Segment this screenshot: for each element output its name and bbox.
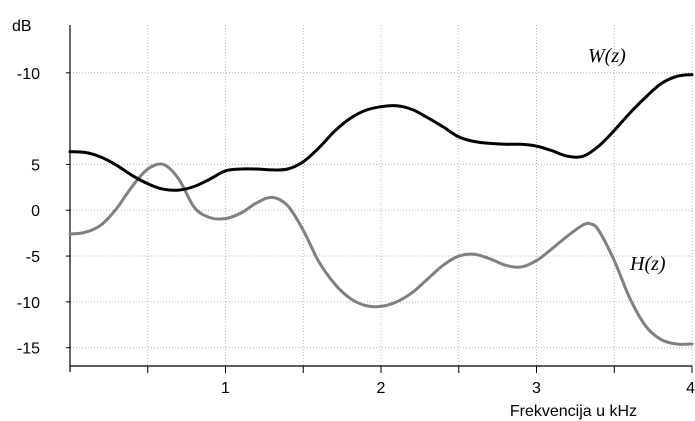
x-axis-label: Frekvencija u kHz	[510, 403, 637, 420]
axes	[66, 25, 693, 373]
x-tick-label: 3	[532, 380, 541, 397]
series-line-h	[68, 162, 694, 346]
x-tick-label: 4	[686, 380, 695, 397]
y-tick-label: -15	[17, 341, 40, 358]
y-tick-label: -10	[17, 66, 40, 83]
series-label-w: W(z)	[588, 45, 626, 67]
series	[68, 73, 694, 346]
x-tick-label: 1	[221, 380, 230, 397]
series-line-w	[68, 73, 694, 192]
grid	[70, 25, 693, 366]
series-label-h: H(z)	[629, 253, 666, 275]
y-axis-label: dB	[12, 18, 32, 35]
y-tick-label: -5	[26, 249, 40, 266]
tick-labels: -10 5 0 -5 -10 -15 1 2 3 4	[17, 66, 695, 397]
x-tick-label: 2	[377, 380, 386, 397]
y-tick-label: -10	[17, 295, 40, 312]
y-tick-label: 5	[31, 157, 40, 174]
y-tick-label: 0	[31, 203, 40, 220]
